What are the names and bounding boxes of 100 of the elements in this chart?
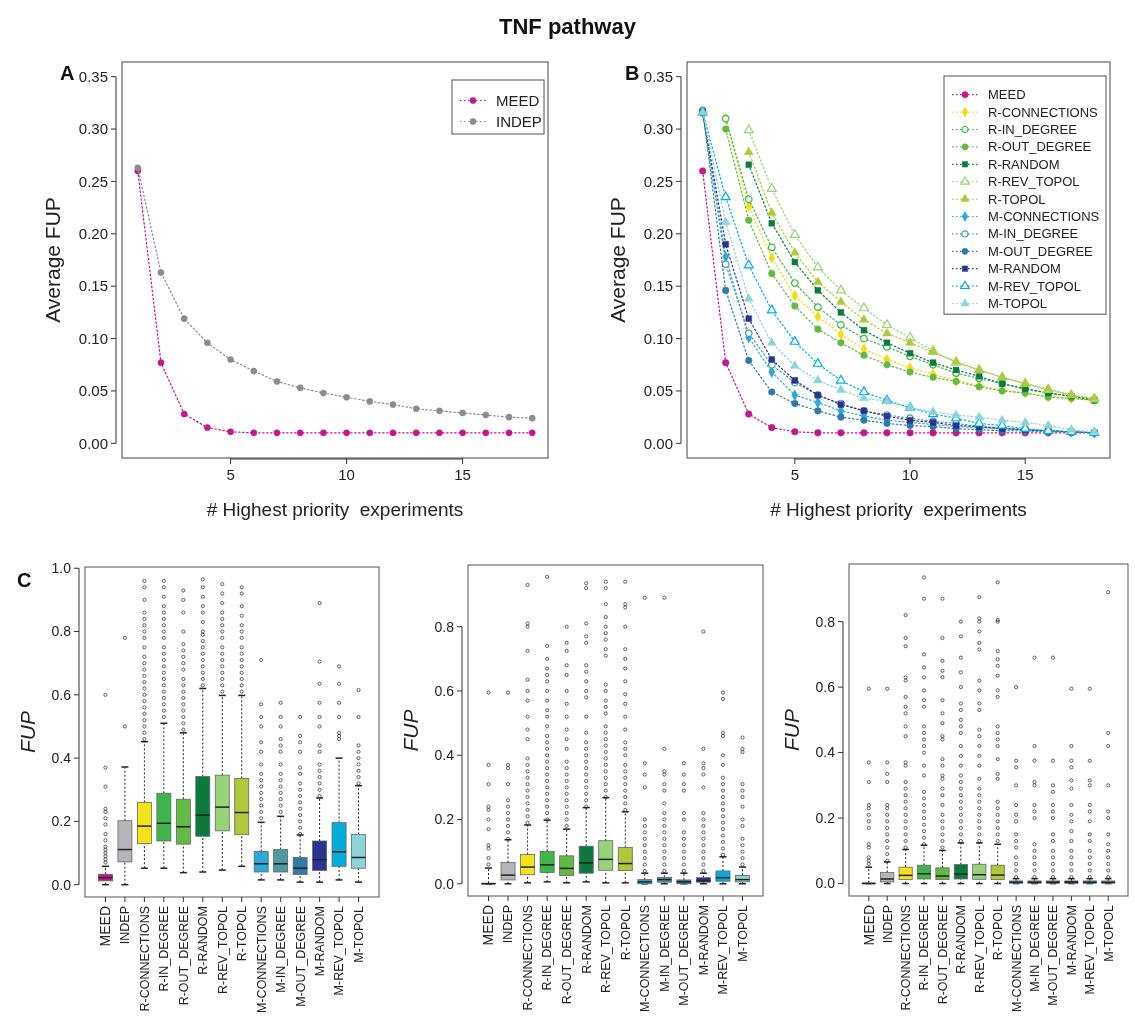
y-tick-label: 0.4 xyxy=(434,747,455,764)
y-tick-label: 0.00 xyxy=(78,434,108,452)
x-tick-label: R-RANDOM xyxy=(579,905,594,974)
x-tick-label: M-REV_TOPOL xyxy=(1083,904,1098,995)
y-axis-title: Average FUP xyxy=(606,197,629,323)
y-tick-label: 0.30 xyxy=(78,120,108,138)
text: A xyxy=(60,62,75,84)
x-tick-label: 5 xyxy=(790,466,799,483)
y-tick-label: 0.35 xyxy=(643,67,673,85)
y-tick-label: 0.0 xyxy=(434,875,455,892)
x-tick-label: M-IN_DEGREE xyxy=(657,905,672,992)
legend-label: M-TOPOL xyxy=(988,296,1047,312)
x-tick-label: R-IN_DEGREE xyxy=(917,905,932,991)
y-tick-label: 0.4 xyxy=(51,750,72,766)
y-tick-label: 0.4 xyxy=(815,744,836,761)
x-tick-label: M-OUT_DEGREE xyxy=(677,905,692,1006)
y-tick-label: 0.25 xyxy=(78,172,108,190)
legend-label: M-OUT_DEGREE xyxy=(988,243,1094,259)
x-tick-label: INDEP xyxy=(118,906,133,945)
legend-label: INDEP xyxy=(496,112,542,130)
x-tick-label: R-OUT_DEGREE xyxy=(176,906,191,1006)
legend-label: R-REV_TOPOL xyxy=(988,174,1080,190)
x-tick-label: R-TOPOL xyxy=(991,904,1006,961)
x-tick-label: R-CONNECTIONS xyxy=(899,905,913,1011)
x-tick-label: R-RANDOM xyxy=(954,905,969,974)
y-tick-label: 0.05 xyxy=(78,382,108,400)
x-tick-label: 10 xyxy=(901,466,919,483)
y-axis-title: Average FUP xyxy=(41,197,64,323)
legend-label: R-OUT_DEGREE xyxy=(988,139,1092,155)
x-tick-label: R-OUT_DEGREE xyxy=(935,905,950,1005)
x-axis-title: # Highest priority experiments xyxy=(206,499,464,520)
x-tick-label: R-CONNECTIONS xyxy=(520,905,535,1011)
x-tick-label: R-IN_DEGREE xyxy=(157,906,172,992)
x-tick-label: R-REV_TOPOL xyxy=(972,904,987,993)
x-tick-label: M-IN_DEGREE xyxy=(274,906,289,993)
legend-label: R-IN_DEGREE xyxy=(988,122,1078,138)
x-tick-label: M-CONNECTIONS xyxy=(638,905,653,1012)
x-tick-label: MEED xyxy=(860,905,877,946)
y-tick-label: 0.30 xyxy=(643,120,673,138)
y-tick-label: 0.15 xyxy=(78,277,108,295)
legend-label: MEED xyxy=(496,91,540,109)
x-tick-label: R-IN_DEGREE xyxy=(540,905,555,991)
y-tick-label: 0.6 xyxy=(815,679,836,696)
y-tick-label: 0.00 xyxy=(643,434,673,452)
x-tick-label: M-RANDOM xyxy=(312,906,327,977)
y-tick-label: 0.6 xyxy=(51,686,72,703)
y-tick-label: 0.2 xyxy=(434,811,455,828)
x-tick-label: 5 xyxy=(226,466,235,483)
x-tick-label: R-CONNECTIONS xyxy=(137,906,152,1012)
y-tick-label: 0.0 xyxy=(815,875,836,892)
x-axis-title: # Highest priority experiments xyxy=(770,499,1027,520)
y-axis-title: FUP xyxy=(399,709,422,752)
x-tick-label: M-RANDOM xyxy=(1064,905,1079,976)
x-tick-label: M-TOPOL xyxy=(1101,904,1116,962)
x-tick-label: INDEP xyxy=(880,905,895,944)
x-tick-label: R-TOPOL xyxy=(618,904,633,961)
x-tick-label: M-IN_DEGREE xyxy=(1027,905,1042,992)
y-tick-label: 1.0 xyxy=(51,560,72,577)
y-tick-label: 0.20 xyxy=(78,225,108,243)
y-tick-label: 0.2 xyxy=(815,809,836,826)
x-tick-label: M-CONNECTIONS xyxy=(254,906,269,1013)
chart-title: TNF pathway xyxy=(499,14,637,39)
y-axis-title: FUP xyxy=(16,711,39,753)
x-tick-label: R-REV_TOPOL xyxy=(215,905,230,994)
x-tick-label: M-REV_TOPOL xyxy=(716,904,731,995)
y-tick-label: 0.8 xyxy=(434,618,455,635)
legend-label: M-IN_DEGREE xyxy=(988,226,1079,242)
legend-label: M-CONNECTIONS xyxy=(988,209,1100,225)
legend-label: MEED xyxy=(988,87,1026,103)
text: C xyxy=(17,569,32,591)
y-tick-label: 0.25 xyxy=(643,172,673,190)
x-tick-label: 15 xyxy=(1016,466,1034,483)
y-tick-label: 0.10 xyxy=(78,329,108,347)
y-tick-label: 0.2 xyxy=(51,813,72,830)
x-tick-label: M-CONNECTIONS xyxy=(1009,905,1024,1012)
y-tick-label: 0.20 xyxy=(643,225,673,243)
x-tick-label: INDEP xyxy=(501,905,516,944)
y-tick-label: 0.6 xyxy=(434,682,455,699)
x-tick-label: 10 xyxy=(338,466,355,483)
x-tick-label: M-REV_TOPOL xyxy=(332,905,347,996)
x-tick-label: MEED xyxy=(480,905,497,946)
x-tick-label: R-RANDOM xyxy=(196,906,211,975)
x-tick-label: M-OUT_DEGREE xyxy=(1046,905,1061,1006)
x-tick-label: M-RANDOM xyxy=(696,905,711,976)
y-tick-label: 0.8 xyxy=(815,613,836,630)
text: B xyxy=(625,62,640,84)
y-tick-label: 0.0 xyxy=(51,876,72,893)
y-tick-label: 0.10 xyxy=(643,329,673,347)
x-tick-label: 15 xyxy=(454,466,471,483)
x-tick-label: R-TOPOL xyxy=(235,905,250,962)
x-tick-label: M-TOPOL xyxy=(735,904,750,962)
y-tick-label: 0.35 xyxy=(78,67,108,85)
x-tick-label: MEED xyxy=(97,906,114,947)
legend-label: R-TOPOL xyxy=(988,191,1046,207)
y-tick-label: 0.15 xyxy=(643,277,673,295)
x-tick-label: R-OUT_DEGREE xyxy=(560,905,575,1005)
y-axis-title: FUP xyxy=(780,709,803,751)
y-tick-label: 0.8 xyxy=(51,623,72,640)
legend-label: R-CONNECTIONS xyxy=(988,104,1099,120)
x-tick-label: M-TOPOL xyxy=(351,905,366,963)
